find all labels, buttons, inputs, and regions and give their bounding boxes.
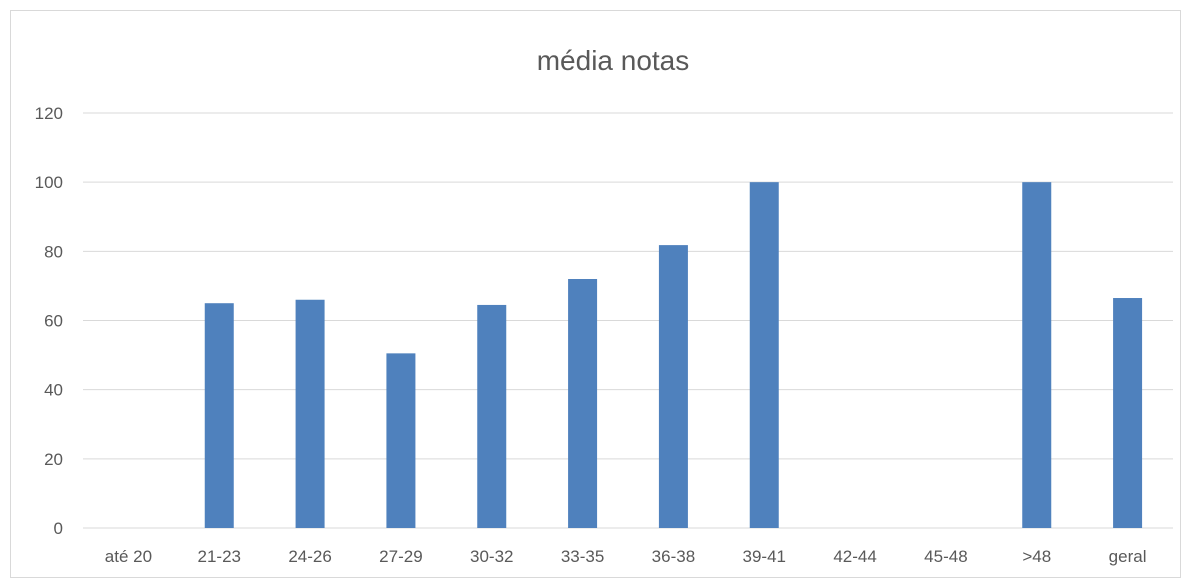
y-tick-label: 40	[44, 381, 63, 400]
bar	[295, 299, 325, 528]
y-tick-label: 100	[35, 173, 63, 192]
bar	[658, 245, 688, 528]
x-tick-label: 27-29	[379, 547, 422, 566]
y-tick-label: 120	[35, 104, 63, 123]
x-tick-label: 33-35	[561, 547, 604, 566]
y-axis-ticks: 0 20 40 60 80 100 120	[35, 104, 63, 538]
x-tick-label: 36-38	[652, 547, 695, 566]
chart-title: média notas	[537, 45, 690, 76]
bar	[1022, 182, 1052, 528]
bar	[749, 182, 779, 528]
bar	[1113, 298, 1143, 528]
gridlines	[83, 112, 1173, 529]
bar	[477, 304, 507, 528]
y-tick-label: 80	[44, 242, 63, 261]
x-tick-label: 39-41	[743, 547, 786, 566]
bars	[204, 182, 1143, 528]
bar	[386, 353, 416, 528]
x-tick-label: 21-23	[198, 547, 241, 566]
x-tick-label: 30-32	[470, 547, 513, 566]
x-tick-label: 42-44	[833, 547, 876, 566]
y-tick-label: 60	[44, 312, 63, 331]
y-tick-label: 0	[54, 519, 63, 538]
x-tick-label: >48	[1022, 547, 1051, 566]
bar	[568, 279, 598, 528]
x-tick-label: 24-26	[288, 547, 331, 566]
x-tick-label: até 20	[105, 547, 152, 566]
x-tick-label: geral	[1109, 547, 1147, 566]
bar	[204, 303, 234, 528]
y-tick-label: 20	[44, 450, 63, 469]
x-axis-ticks: até 20 21-23 24-26 27-29 30-32 33-35 36-38 39-4…	[105, 547, 1147, 566]
x-tick-label: 45-48	[924, 547, 967, 566]
